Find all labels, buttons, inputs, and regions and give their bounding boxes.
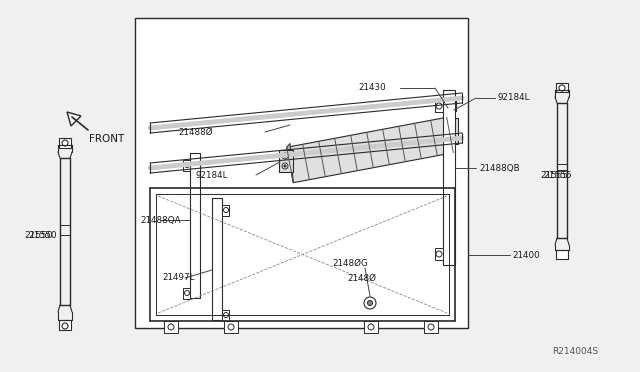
Bar (556, 250, 568, 259)
Text: FRONT: FRONT (89, 134, 124, 144)
Bar (190, 153, 200, 298)
Text: 21555: 21555 (540, 170, 568, 180)
Text: 21488QA: 21488QA (140, 215, 180, 224)
Circle shape (447, 133, 453, 139)
Bar (183, 288, 190, 299)
Text: 21550: 21550 (28, 231, 56, 240)
Bar (435, 248, 443, 260)
Circle shape (223, 312, 228, 317)
Circle shape (367, 301, 372, 305)
Bar (364, 321, 378, 333)
Circle shape (62, 323, 68, 329)
Text: 21430: 21430 (358, 83, 386, 92)
Bar (222, 310, 229, 321)
Polygon shape (67, 112, 81, 126)
Text: 92184L: 92184L (497, 93, 529, 103)
Bar (444, 118, 458, 144)
Circle shape (284, 155, 286, 157)
Circle shape (62, 140, 68, 146)
Circle shape (436, 103, 442, 109)
Text: 2148ØG: 2148ØG (332, 259, 368, 267)
Text: 2148Ø: 2148Ø (347, 273, 376, 282)
Circle shape (449, 135, 451, 137)
Circle shape (282, 163, 288, 169)
Bar (424, 321, 438, 333)
Circle shape (368, 324, 374, 330)
Bar (183, 160, 190, 171)
Bar (59, 138, 71, 148)
Circle shape (428, 324, 434, 330)
Circle shape (436, 251, 442, 257)
Circle shape (449, 124, 451, 126)
Circle shape (228, 324, 234, 330)
Circle shape (184, 291, 189, 295)
Bar (222, 205, 229, 216)
Circle shape (223, 208, 228, 212)
Bar (59, 320, 71, 330)
Bar (443, 90, 455, 265)
Bar (224, 321, 238, 333)
Bar (556, 83, 568, 92)
Bar (135, 18, 468, 328)
Polygon shape (287, 117, 453, 183)
Polygon shape (287, 143, 293, 183)
Circle shape (447, 122, 453, 128)
Bar (212, 198, 222, 320)
Circle shape (282, 153, 288, 159)
Text: 21550: 21550 (24, 231, 52, 240)
Text: 21400: 21400 (512, 250, 540, 260)
Circle shape (284, 165, 286, 167)
Text: 21497L: 21497L (162, 273, 195, 282)
Bar (435, 100, 443, 112)
Polygon shape (447, 117, 453, 153)
Text: 92184L: 92184L (195, 170, 227, 180)
Circle shape (168, 324, 174, 330)
Text: 21488QB: 21488QB (479, 164, 520, 173)
Text: R214004S: R214004S (552, 347, 598, 356)
Bar (164, 321, 178, 333)
Circle shape (559, 85, 565, 91)
Circle shape (444, 99, 454, 109)
Text: 21555: 21555 (543, 170, 572, 180)
Circle shape (364, 297, 376, 309)
Circle shape (184, 163, 189, 167)
Bar (442, 97, 456, 111)
Text: 21488Ø: 21488Ø (178, 128, 212, 137)
Bar (279, 150, 293, 172)
